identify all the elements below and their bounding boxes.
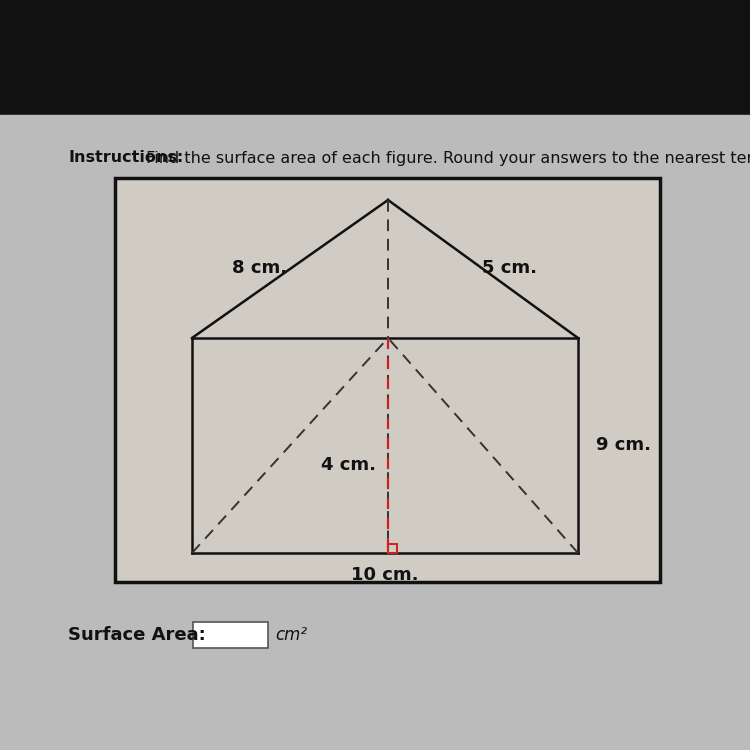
Text: Surface Area:: Surface Area:: [68, 626, 206, 644]
Text: 9 cm.: 9 cm.: [596, 436, 651, 454]
Text: Instructions:: Instructions:: [68, 151, 183, 166]
Text: 8 cm.: 8 cm.: [232, 259, 287, 277]
Text: cm²: cm²: [275, 626, 307, 644]
Bar: [115, 178, 660, 582]
Text: Find the surface area of each figure. Round your answers to the nearest ten: Find the surface area of each figure. Ro…: [141, 151, 750, 166]
Text: 5 cm.: 5 cm.: [482, 259, 538, 277]
Text: 4 cm.: 4 cm.: [321, 457, 376, 475]
Bar: [193, 622, 268, 648]
Text: 10 cm.: 10 cm.: [351, 566, 418, 584]
